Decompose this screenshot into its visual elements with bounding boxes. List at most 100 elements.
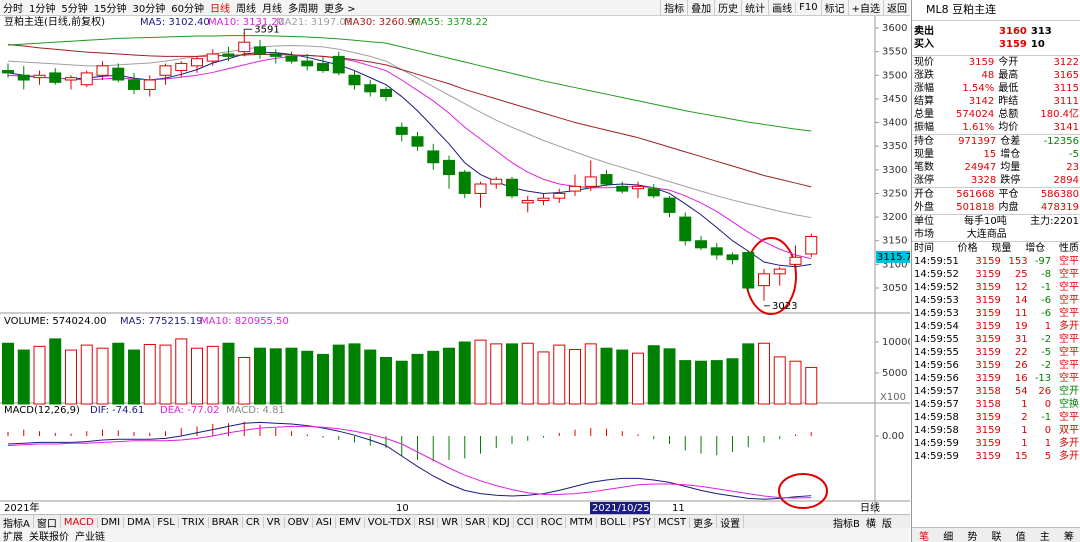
extension-tab[interactable]: 产业链 [75,531,105,542]
tool-button[interactable]: 指标 [660,0,687,15]
cell: 时间 [914,243,934,254]
indicator-tab[interactable]: TRIX [179,516,209,528]
cell: 空平 [1059,360,1079,371]
tool-button[interactable]: 叠加 [687,0,714,15]
period-tab[interactable]: 周线 [235,4,256,15]
info-row: 市场 大连商品 [912,228,1080,241]
tool-button[interactable]: 历史 [714,0,741,15]
cell: 14:59:55 [914,334,959,345]
indicator-tab[interactable]: SAR [462,516,490,528]
indicator-tab[interactable]: 更多 [690,515,718,529]
period-tab[interactable]: 15分钟 [93,4,127,15]
period-tab[interactable]: 日线 [209,4,230,15]
indicator-tab[interactable]: MACD [61,516,98,528]
indicator-tab[interactable]: 指标A [0,515,34,529]
indicator-tab[interactable]: VR [264,516,285,528]
panel-button[interactable]: 笔 [919,532,930,542]
tool-button[interactable]: 统计 [741,0,768,15]
volume-bar [490,343,503,405]
cell: 11 [1014,308,1028,319]
cell: 增仓 [1025,243,1046,254]
candle-body [285,55,298,62]
y-tick-label: 3300 [882,165,907,176]
cell: 现量 [914,149,934,160]
y-tick-label: 3550 [882,47,907,58]
indicator-tab[interactable]: 设置 [717,515,745,529]
cell: 1 [1021,425,1028,436]
period-tab[interactable]: 多周期 [287,4,318,15]
period-tab[interactable]: 月线 [261,4,282,15]
cell: 空平 [1059,256,1079,267]
indicator-tab[interactable]: CCI [514,516,538,528]
tick-row: 14:59:52 3159 25 -8 空平 [912,268,1080,281]
cell: 空换 [1059,399,1079,410]
tool-button[interactable]: 返回 [883,0,910,15]
period-tab[interactable]: 30分钟 [132,4,166,15]
volume-bar [206,345,219,405]
period-tab[interactable]: 分时 [3,4,23,15]
indicator-tab[interactable]: BOLL [597,516,630,528]
cell: 多开 [1059,438,1079,449]
indicator-tab[interactable]: MTM [566,516,597,528]
panel-button[interactable]: 联 [991,532,1002,542]
indicator-tab[interactable]: KDJ [489,516,514,528]
tick-row: 14:59:56 3159 26 -2 空平 [912,359,1080,372]
candle-body [65,77,77,81]
indicator-tab[interactable]: RSI [415,516,439,528]
indicator-tab[interactable]: CR [243,516,264,528]
x-label: 2021年 [4,501,39,514]
volume-legend: MA10: 820955.50 [200,316,289,327]
indicator-tab[interactable]: FSL [154,516,179,528]
indicator-tab[interactable]: 指标B [833,518,860,530]
indicator-tab[interactable]: DMI [98,516,125,528]
indicator-tab[interactable]: 窗口 [34,515,61,529]
cell: 今开 [998,57,1019,68]
tool-button[interactable]: 画线 [768,0,795,15]
period-tab[interactable]: 1分钟 [29,4,56,15]
tool-button[interactable]: 标记 [820,0,848,15]
cell: 3159 [999,39,1027,50]
indicator-tab[interactable]: VOL-TDX [365,516,416,528]
volume-bar [112,342,125,405]
cell: -1 [1041,282,1052,293]
indicator-tab[interactable]: WR [438,516,463,528]
cell: 25 [1014,269,1028,280]
indicator-tab[interactable]: ASI [313,516,336,528]
indicator-tab[interactable]: ROC [538,516,567,528]
indicator-tab[interactable]: PSY [630,516,656,528]
period-tab[interactable]: 60分钟 [171,4,204,15]
cell: 涨停 [914,175,934,186]
cell: 仓差 [1000,136,1021,147]
extension-tab[interactable]: 关联报价 [29,531,69,542]
indicator-tab[interactable]: OBV [285,516,313,528]
indicator-tab[interactable]: BRAR [209,516,243,528]
period-tab[interactable]: 5分钟 [61,4,88,15]
extension-tab[interactable]: 扩展 [3,531,23,542]
volume-bar [663,348,676,405]
panel-button[interactable]: 筹 [1063,532,1074,542]
indicator-tab[interactable]: EMV [336,516,365,528]
indicator-tab[interactable]: 横 [865,518,876,530]
candle-body [490,178,503,185]
indicator-tab[interactable]: 版 [881,518,892,530]
indicator-tab[interactable]: DMA [124,516,155,528]
indicator-tab[interactable]: MCST [655,516,691,528]
cell: 561668 [956,189,995,200]
chart: 豆粕主连(日线,前复权) VOLUME: 574024.00 MA5: 7752… [0,15,910,514]
panel-button[interactable]: 势 [967,532,978,542]
indicator-tabs-b: 指标B 横版 [830,514,910,529]
cell: 空平 [1059,347,1079,358]
panel-button[interactable]: 主 [1039,532,1050,542]
candle-body [742,252,755,289]
tool-button[interactable]: +自选 [847,0,883,15]
period-tab[interactable]: 更多 > [323,4,356,15]
candle-body [584,176,597,187]
info-table: 单位 每手10吨 主力:2201 市场 大连商品 [912,214,1080,241]
cell: 3159 [975,412,1001,423]
panel-button[interactable]: 细 [943,532,954,542]
panel-button[interactable]: 值 [1015,532,1026,542]
period-toolbar: 分时 1分钟 5分钟 15分钟 30分钟 60分钟 日线 周线 月线 多周期 更多 > [0,0,660,16]
tool-button[interactable]: F10 [795,2,820,13]
cell: 多开 [1059,321,1079,332]
volume-bar [159,344,172,405]
